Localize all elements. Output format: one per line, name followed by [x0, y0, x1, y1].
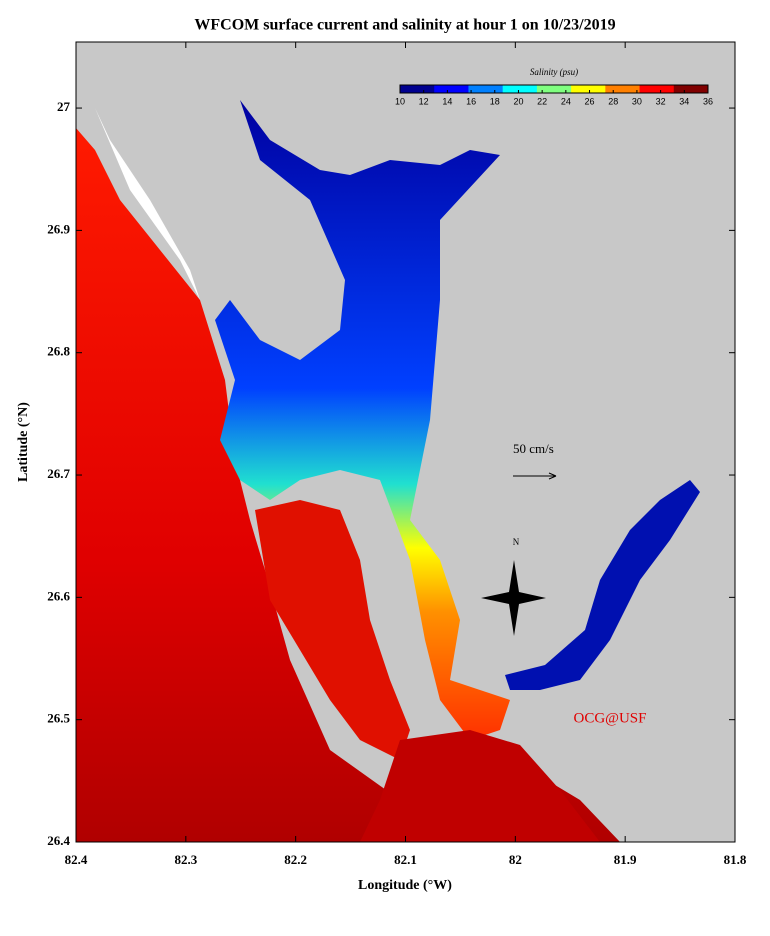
barrier-island: [95, 108, 200, 300]
y-axis-label: Latitude (°N): [16, 402, 31, 482]
gulf-water: [76, 128, 620, 842]
x-axis-label: Longitude (°W): [358, 878, 452, 893]
colorbar-tick-label: 24: [561, 96, 571, 106]
colorbar-tick-label: 14: [442, 96, 452, 106]
plot-area: [75, 41, 736, 843]
x-tick-label: 82.3: [174, 852, 197, 867]
x-tick-label: 82.1: [394, 852, 417, 867]
colorbar-tick-label: 20: [513, 96, 523, 106]
colorbar-segment: [673, 85, 709, 93]
colorbar-segment: [400, 85, 435, 93]
colorbar-segment: [536, 85, 572, 93]
harbor-water: [215, 100, 510, 740]
scale-label: 50 cm/s: [513, 441, 554, 456]
colorbar-tick-label: 26: [585, 96, 595, 106]
y-tick-label: 26.5: [47, 711, 70, 726]
x-tick-label: 82: [509, 852, 522, 867]
estero-bay: [360, 730, 600, 842]
y-tick-label: 26.9: [47, 221, 70, 236]
colorbar-segment: [434, 85, 469, 93]
x-tick-label: 81.9: [614, 852, 637, 867]
colorbar-segment: [605, 85, 641, 93]
y-tick-label: 27: [57, 99, 71, 114]
y-tick-label: 26.7: [47, 466, 70, 481]
colorbar-segment: [571, 85, 606, 93]
north-label: N: [513, 537, 520, 547]
x-tick-label: 82.4: [65, 852, 88, 867]
y-tick-label: 26.8: [47, 344, 70, 359]
pine-island-sound: [255, 500, 410, 760]
colorbar-segment: [639, 85, 675, 93]
colorbar-segment: [502, 85, 538, 93]
colorbar-tick-label: 22: [537, 96, 547, 106]
scale-arrow-head: [548, 472, 557, 480]
colorbar-segment: [468, 85, 504, 93]
colorbar-tick-label: 16: [466, 96, 476, 106]
colorbar-tick-label: 32: [656, 96, 666, 106]
colorbar-label: Salinity (psu): [530, 67, 578, 77]
credit: OCG@USF: [573, 710, 646, 726]
compass: [481, 560, 546, 636]
colorbar-tick-label: 36: [703, 96, 713, 106]
title: WFCOM surface current and salinity at ho…: [194, 17, 615, 34]
colorbar-tick-label: 28: [608, 96, 618, 106]
x-tick-label: 81.8: [724, 852, 747, 867]
colorbar-tick-label: 34: [679, 96, 689, 106]
colorbar-tick-label: 12: [419, 96, 429, 106]
y-tick-label: 26.6: [47, 588, 70, 603]
caloosahatchee-river: [505, 480, 700, 690]
colorbar-tick-label: 18: [490, 96, 500, 106]
colorbar-frame: [399, 84, 709, 94]
colorbar-tick-label: 10: [395, 96, 405, 106]
y-tick-label: 26.4: [47, 833, 70, 848]
x-tick-label: 82.2: [284, 852, 307, 867]
colorbar-tick-label: 30: [632, 96, 642, 106]
